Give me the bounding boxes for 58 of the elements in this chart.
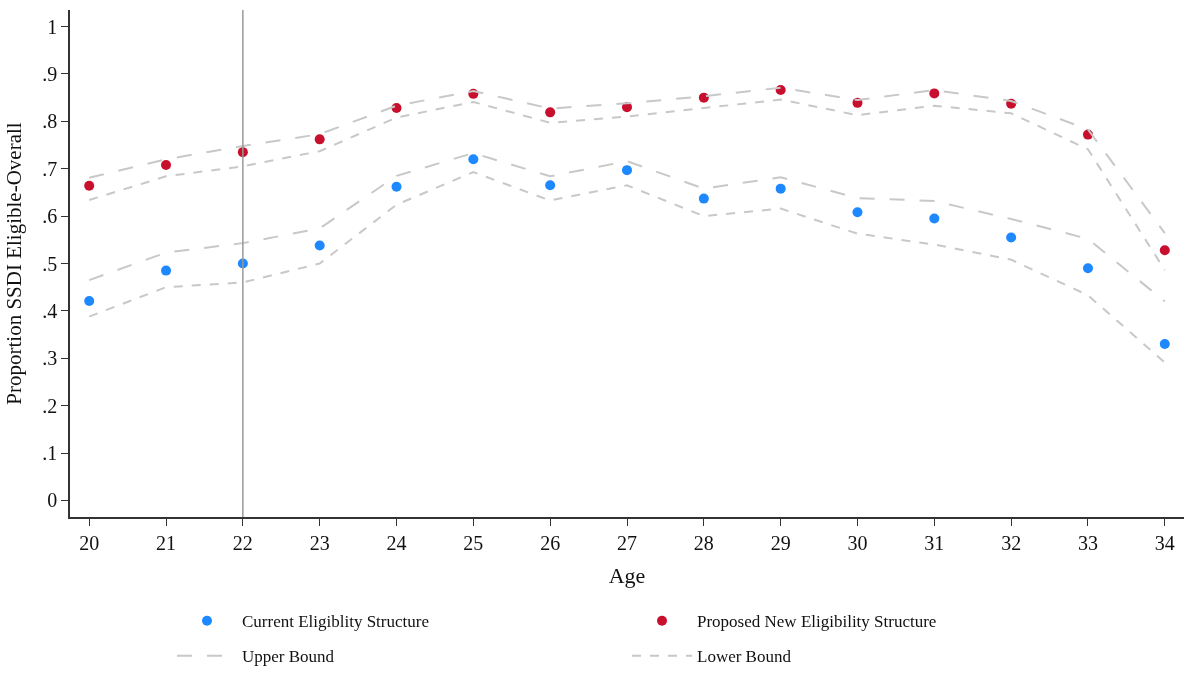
- y-tick-label: .2: [42, 394, 58, 417]
- y-tick-label: 0: [47, 489, 58, 512]
- x-tick-label: 26: [540, 531, 561, 554]
- y-tick-label: .3: [42, 347, 58, 370]
- point: [1159, 339, 1170, 350]
- point: [698, 92, 709, 103]
- y-tick-label: .5: [42, 252, 58, 275]
- legend-label: Current Eligiblity Structure: [242, 612, 429, 632]
- point: [161, 159, 172, 170]
- point: [161, 265, 172, 276]
- point: [622, 165, 632, 176]
- point: [1006, 232, 1017, 243]
- point: [84, 295, 95, 306]
- x-tick-label: 25: [463, 531, 484, 554]
- x-tick-label: 28: [693, 531, 714, 554]
- line-series: [88, 98, 1166, 272]
- y-tick-label: .1: [42, 442, 58, 465]
- y-tick-label: 1: [47, 15, 58, 38]
- point: [84, 180, 95, 191]
- x-tick-label: 20: [79, 531, 100, 554]
- y-tick-label: .6: [42, 205, 58, 228]
- point: [391, 103, 402, 114]
- y-tick-label: .4: [42, 299, 58, 322]
- x-tick-label: 21: [156, 531, 177, 554]
- point: [698, 193, 709, 204]
- x-tick-label: 34: [1154, 531, 1175, 554]
- point: [314, 240, 325, 251]
- y-tick-label: .7: [42, 157, 58, 180]
- point: [468, 154, 479, 165]
- x-tick-label: 24: [386, 531, 407, 554]
- line-series: [88, 171, 1166, 364]
- point: [314, 134, 325, 145]
- point: [1159, 245, 1170, 256]
- x-tick-label: 31: [924, 531, 945, 554]
- line-series: [88, 152, 1166, 303]
- point: [1082, 263, 1093, 274]
- x-tick-label: 23: [309, 531, 330, 554]
- legend-label: Proposed New Eligibility Structure: [697, 612, 937, 632]
- point: [929, 88, 940, 99]
- point: [929, 213, 940, 224]
- x-tick-label: 32: [1001, 531, 1022, 554]
- x-axis-title: Age: [608, 563, 646, 589]
- y-tick-label: .9: [42, 62, 58, 85]
- x-tick-label: 22: [232, 531, 253, 554]
- point: [545, 180, 556, 191]
- line-series: [88, 86, 1166, 235]
- y-tick-label: .8: [42, 110, 58, 133]
- point: [391, 181, 402, 192]
- x-tick-label: 33: [1077, 531, 1098, 554]
- x-tick-label: 27: [617, 531, 637, 554]
- x-tick-label: 30: [847, 531, 868, 554]
- point: [775, 183, 786, 194]
- y-axis-title: Proportion SSDI Eligible-Overall: [1, 122, 26, 405]
- legend-label: Lower Bound: [697, 647, 792, 667]
- point: [545, 107, 556, 118]
- legend-label: Upper Bound: [242, 647, 335, 667]
- point: [852, 207, 863, 218]
- x-tick-label: 29: [770, 531, 791, 554]
